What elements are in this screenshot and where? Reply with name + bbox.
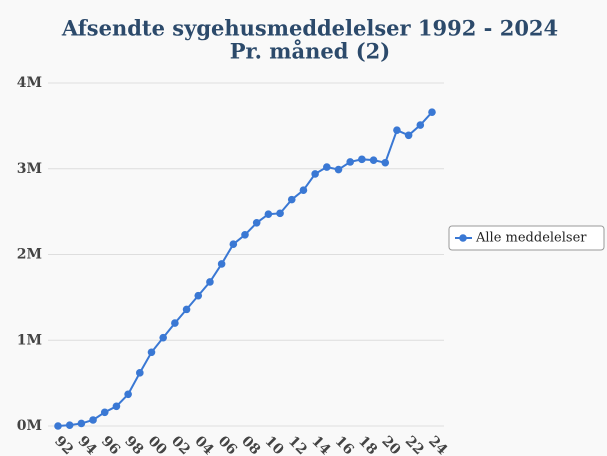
x-tick-label: 12 bbox=[285, 433, 310, 456]
point bbox=[206, 278, 214, 286]
point bbox=[428, 108, 436, 116]
point bbox=[393, 126, 401, 134]
point bbox=[136, 369, 144, 377]
y-tick-label: 2M bbox=[17, 247, 42, 263]
x-tick-label: 18 bbox=[355, 433, 380, 456]
point bbox=[159, 333, 167, 342]
point bbox=[54, 422, 62, 430]
point bbox=[112, 402, 121, 411]
point bbox=[100, 408, 109, 417]
x-tick-label: 04 bbox=[191, 433, 216, 456]
point bbox=[194, 291, 203, 300]
point bbox=[416, 121, 425, 129]
point bbox=[381, 158, 390, 167]
point bbox=[264, 210, 273, 218]
x-tick-label: 22 bbox=[402, 433, 427, 456]
point bbox=[346, 158, 354, 166]
point bbox=[217, 260, 226, 268]
point bbox=[404, 131, 413, 140]
point bbox=[77, 419, 86, 428]
point bbox=[369, 156, 378, 164]
x-tick-label: 20 bbox=[378, 433, 403, 456]
x-tick-label: 92 bbox=[51, 433, 76, 456]
x-tick-label: 94 bbox=[75, 433, 100, 456]
x-tick-label: 10 bbox=[262, 433, 287, 456]
legend-box bbox=[448, 225, 605, 251]
point bbox=[241, 230, 249, 239]
point bbox=[358, 155, 366, 164]
x-tick-label: 96 bbox=[98, 433, 123, 456]
point bbox=[287, 195, 296, 204]
y-tick-label: 4M bbox=[17, 75, 42, 91]
point bbox=[182, 305, 191, 314]
point bbox=[89, 416, 97, 424]
x-tick-label: 08 bbox=[238, 433, 263, 456]
legend-marker bbox=[459, 234, 467, 242]
point bbox=[124, 390, 132, 399]
x-tick-label: 14 bbox=[308, 433, 333, 456]
point bbox=[229, 240, 238, 249]
x-tick-label: 02 bbox=[168, 433, 193, 456]
y-tick-label: 0M bbox=[17, 418, 42, 434]
point bbox=[311, 170, 319, 178]
chart-title: Afsendte sygehusmeddelelser 1992 - 2024 bbox=[61, 16, 558, 41]
chart-subtitle: Pr. måned (2) bbox=[230, 39, 390, 64]
point bbox=[323, 163, 331, 171]
point bbox=[65, 421, 74, 429]
y-tick-label: 3M bbox=[17, 161, 42, 177]
x-tick-label: 00 bbox=[145, 433, 170, 456]
x-tick-label: 06 bbox=[215, 433, 240, 456]
point bbox=[171, 319, 179, 327]
y-tick-label: 1M bbox=[17, 332, 42, 348]
legend-label: Alle meddelelser bbox=[475, 231, 587, 246]
x-tick-label: 16 bbox=[332, 433, 357, 456]
x-tick-label: 24 bbox=[425, 433, 450, 456]
point bbox=[334, 165, 343, 174]
point bbox=[276, 209, 284, 218]
point bbox=[299, 186, 308, 194]
point bbox=[252, 218, 261, 227]
x-tick-label: 98 bbox=[121, 433, 146, 456]
point bbox=[147, 348, 156, 357]
